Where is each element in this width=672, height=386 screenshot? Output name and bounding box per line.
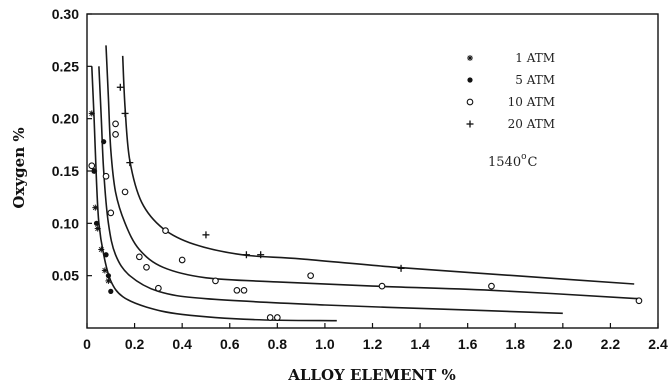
series-line-20-atm: [121, 55, 635, 285]
data-point-10-atm: [107, 209, 115, 217]
data-point-10-atm: [135, 253, 143, 261]
data-point-1-atm: [94, 225, 101, 232]
legend-marker-1-atm: [467, 55, 473, 61]
legend-item-5-atm: 5 ATM: [467, 73, 555, 87]
series-curves: [91, 45, 640, 322]
plot-area: [86, 13, 659, 329]
data-point-10-atm: [273, 314, 281, 321]
y-tick-label: 0.20: [52, 111, 79, 127]
x-tick-label: 1.2: [363, 336, 383, 352]
data-point-20-atm: [202, 231, 210, 239]
axis-ticks: 0 0.2 0.4 0.6 0.8 1.0 1.2 1.4 1.6 1.8 2.0 2.2 2.4 0.0…: [52, 6, 668, 352]
data-point-10-atm: [233, 286, 241, 294]
data-point-10-atm: [143, 263, 150, 271]
temperature-value: 1540: [488, 155, 521, 170]
data-point-10-atm: [162, 227, 169, 235]
data-point-10-atm: [88, 162, 96, 170]
data-point-20-atm: [257, 251, 265, 259]
x-tick-label: 0.8: [268, 336, 288, 352]
x-tick-label: 2.2: [601, 336, 621, 352]
x-tick-label: 1.0: [315, 336, 335, 352]
x-tick-label: 0.4: [172, 336, 192, 352]
series-line-10-atm: [105, 45, 640, 300]
data-point-20-atm: [126, 159, 134, 167]
data-point-10-atm: [240, 286, 248, 294]
data-point-10-atm: [378, 282, 386, 290]
data-point-10-atm: [112, 131, 119, 138]
legend-item-1-atm: 1 ATM: [467, 51, 555, 65]
y-axis-title: Oxygen %: [10, 127, 28, 208]
data-point-10-atm: [112, 120, 119, 128]
y-tick-label: 0.30: [52, 6, 79, 22]
series-line-1-atm: [91, 66, 337, 322]
data-point-20-atm: [397, 264, 405, 272]
data-point-1-atm: [92, 204, 99, 211]
data-point-1-atm: [105, 277, 112, 284]
data-point-5-atm: [108, 288, 114, 294]
temperature-unit: C: [528, 155, 538, 170]
x-tick-label: 0: [83, 336, 91, 352]
temperature-annotation: 1540oC: [488, 152, 538, 170]
x-tick-label: 0.6: [220, 336, 240, 352]
x-axis-title: ALLOY ELEMENT %: [287, 366, 456, 384]
legend-label-5-atm: 5 ATM: [515, 73, 555, 87]
legend-label-20-atm: 20 ATM: [508, 117, 555, 131]
legend-item-20-atm: 20 ATM: [466, 117, 555, 131]
x-tick-label: 2.0: [553, 336, 573, 352]
data-point-20-atm: [116, 83, 124, 91]
legend-label-1-atm: 1 ATM: [515, 51, 555, 65]
x-tick-label: 0.2: [125, 336, 145, 352]
data-point-5-atm: [93, 220, 100, 226]
x-tick-label: 1.4: [410, 336, 430, 352]
y-tick-label: 0.05: [52, 268, 79, 284]
data-point-1-atm: [98, 246, 105, 253]
legend: 1 ATM 5 ATM 10 ATM 20 ATM: [466, 51, 555, 131]
y-tick-label: 0.25: [52, 58, 79, 74]
data-point-10-atm: [488, 282, 495, 290]
data-point-10-atm: [102, 172, 110, 180]
series-line-5-atm: [98, 66, 563, 315]
data-point-20-atm: [121, 109, 129, 117]
legend-item-10-atm: 10 ATM: [466, 95, 555, 109]
data-point-10-atm: [212, 277, 219, 285]
legend-marker-5-atm: [467, 77, 473, 83]
data-point-1-atm: [88, 110, 95, 117]
data-point-5-atm: [91, 168, 97, 174]
data-point-5-atm: [105, 273, 112, 279]
data-point-10-atm: [121, 188, 129, 196]
x-tick-label: 1.8: [506, 336, 526, 352]
data-point-20-atm: [242, 251, 250, 259]
data-point-5-atm: [103, 252, 109, 258]
data-point-10-atm: [155, 284, 162, 292]
temperature-degree: o: [521, 152, 526, 162]
data-point-10-atm: [635, 297, 643, 305]
data-point-10-atm: [178, 256, 186, 264]
data-point-5-atm: [101, 139, 107, 145]
series-markers: [88, 83, 643, 321]
legend-marker-10-atm: [466, 98, 474, 106]
y-tick-label: 0.15: [52, 163, 79, 179]
data-point-10-atm: [307, 272, 314, 280]
data-point-10-atm: [266, 314, 274, 321]
legend-label-10-atm: 10 ATM: [508, 95, 555, 109]
legend-marker-20-atm: [466, 120, 474, 128]
x-tick-label: 1.6: [458, 336, 478, 352]
data-point-1-atm: [101, 267, 108, 274]
y-tick-label: 0.10: [52, 215, 79, 231]
x-tick-label: 2.4: [648, 336, 668, 352]
